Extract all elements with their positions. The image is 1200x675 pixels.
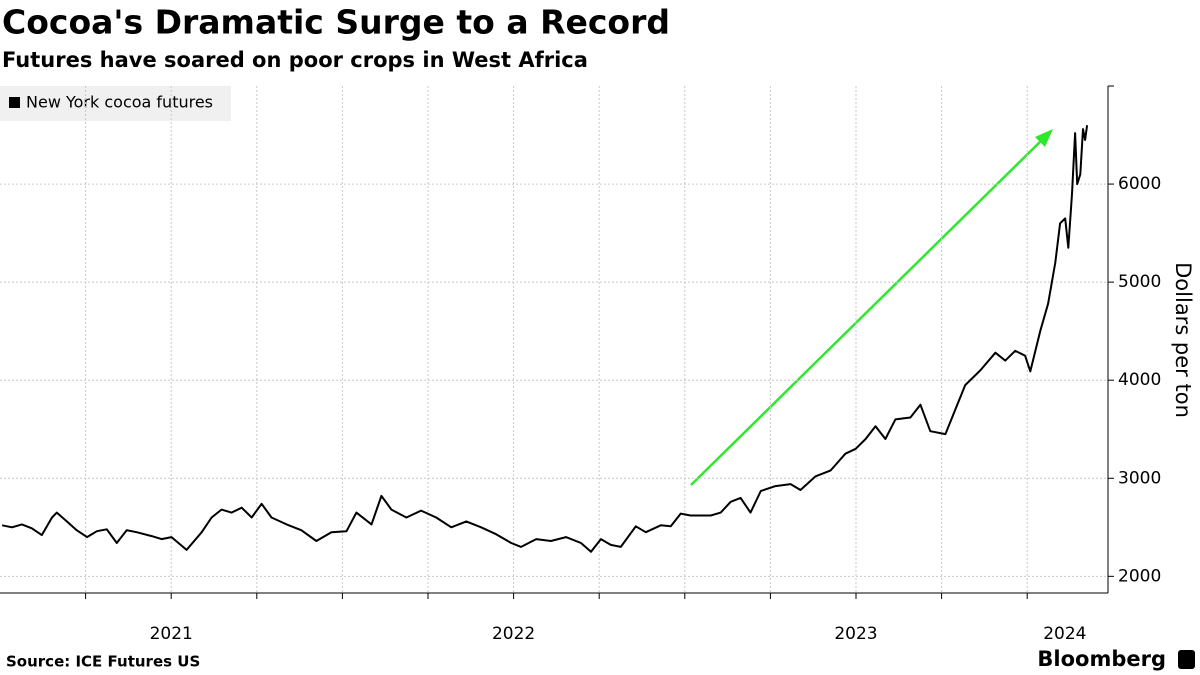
- y-axis-label: Dollars per ton: [1171, 262, 1195, 418]
- source: Source: ICE Futures US: [6, 653, 200, 671]
- chart-title: Cocoa's Dramatic Surge to a Record: [2, 3, 670, 42]
- y-tick-label: 6000: [1118, 174, 1161, 194]
- x-tick-label: 2021: [150, 624, 193, 644]
- x-tick-label: 2022: [492, 624, 535, 644]
- line: [1, 125, 1089, 553]
- legend: New York cocoa futures: [0, 86, 231, 121]
- arrow-head: [1035, 129, 1053, 147]
- y-tick-label: 3000: [1118, 468, 1161, 488]
- legend-box: [0, 86, 231, 121]
- y-tick-label: 5000: [1118, 272, 1161, 292]
- logo: Bloomberg: [1037, 647, 1166, 671]
- legend-swatch: [9, 97, 20, 108]
- legend-label: New York cocoa futures: [26, 93, 213, 112]
- x-tick-label: 2024: [1043, 624, 1086, 644]
- chart-subtitle: Futures have soared on poor crops in Wes…: [2, 48, 588, 72]
- logo-icon: [1178, 650, 1195, 669]
- y-tick-label: 4000: [1118, 370, 1161, 390]
- trend-arrow: [690, 135, 1047, 486]
- y-tick-label: 2000: [1118, 566, 1161, 586]
- x-tick-label: 2023: [834, 624, 877, 644]
